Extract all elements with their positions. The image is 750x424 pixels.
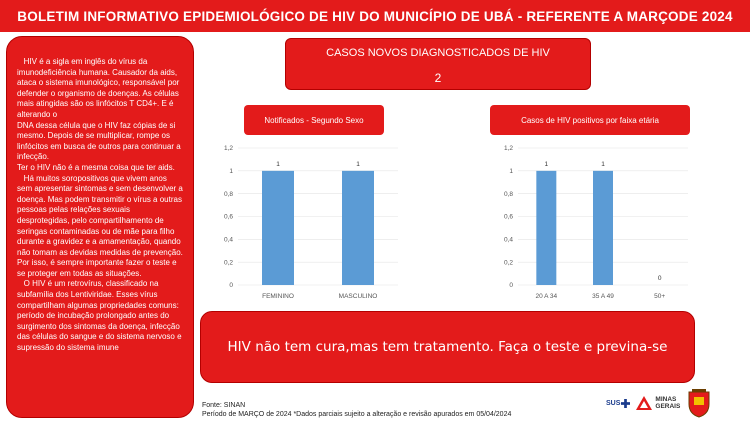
data-label: 0 (658, 275, 662, 282)
footer-period: Período de MARÇO de 2024 *Dados parciais… (202, 410, 512, 418)
sus-logo: SUS (606, 398, 631, 408)
data-label: 1 (545, 161, 549, 168)
y-tick-label: 0,2 (504, 259, 513, 266)
cross-icon (621, 398, 631, 408)
bar (262, 170, 294, 285)
logos: SUS MINAS GERAIS (606, 386, 746, 420)
page-title: BOLETIM INFORMATIVO EPIDEMIOLÓGICO DE HI… (17, 8, 733, 24)
chart-sex: 0 0,2 0,4 0,6 0,8 1 1,2 1 FEMININO 1 MASCULINO (224, 145, 398, 300)
chart-age: 0 0,2 0,4 0,6 0,8 1 1,2 1 20 A 34 1 35 A 49 0 50+ (504, 145, 688, 300)
new-cases-panel: CASOS NOVOS DIAGNOSTICADOS DE HIV 2 (285, 38, 591, 90)
prevention-message-box: HIV não tem cura,mas tem tratamento. Faç… (200, 311, 695, 383)
new-cases-count: 2 (434, 71, 442, 85)
hiv-info-text: HIV é a sigla em inglês do vírus da imun… (17, 57, 183, 353)
y-tick-label: 0,2 (224, 259, 233, 266)
city-coat-of-arms-icon (688, 389, 710, 418)
footer-source: Fonte: SINAN (202, 402, 246, 409)
footer: Fonte: SINAN Período de MARÇO de 2024 *D… (202, 402, 511, 419)
x-tick-label: 50+ (654, 293, 665, 300)
x-tick-label: 35 A 49 (592, 293, 614, 300)
y-tick-label: 1 (229, 168, 233, 175)
page-title-banner: BOLETIM INFORMATIVO EPIDEMIOLÓGICO DE HI… (0, 0, 750, 32)
data-label: 1 (356, 161, 360, 168)
y-tick-label: 0,4 (224, 237, 233, 244)
y-tick-label: 0 (229, 282, 233, 289)
y-tick-label: 0 (509, 282, 513, 289)
prevention-message: HIV não tem cura,mas tem tratamento. Faç… (227, 339, 668, 355)
data-label: 1 (276, 161, 280, 168)
hiv-info-panel: HIV é a sigla em inglês do vírus da imun… (6, 36, 194, 418)
x-tick-label: FEMININO (262, 293, 294, 300)
chart-age-title-box: Casos de HIV positivos por faixa etária (490, 105, 690, 135)
y-tick-label: 0,8 (504, 191, 513, 198)
x-tick-label: MASCULINO (339, 293, 378, 300)
chart-sex-title: Notificados - Segundo Sexo (264, 115, 364, 125)
new-cases-title: CASOS NOVOS DIAGNOSTICADOS DE HIV (326, 47, 550, 59)
bar (536, 170, 557, 285)
y-tick-label: 0,4 (504, 237, 513, 244)
y-tick-label: 1 (509, 168, 513, 175)
chart-age-title: Casos de HIV positivos por faixa etária (521, 115, 659, 125)
bar (342, 170, 374, 285)
y-tick-label: 0,6 (504, 214, 513, 221)
data-label: 1 (601, 161, 605, 168)
y-tick-label: 1,2 (504, 145, 513, 152)
y-tick-label: 0,8 (224, 191, 233, 198)
y-tick-label: 1,2 (224, 145, 233, 152)
minas-gerais-logo: MINAS GERAIS (636, 396, 680, 410)
y-tick-label: 0,6 (224, 214, 233, 221)
x-tick-label: 20 A 34 (535, 293, 557, 300)
bar (593, 170, 613, 285)
triangle-icon (636, 396, 653, 410)
chart-sex-title-box: Notificados - Segundo Sexo (244, 105, 384, 135)
